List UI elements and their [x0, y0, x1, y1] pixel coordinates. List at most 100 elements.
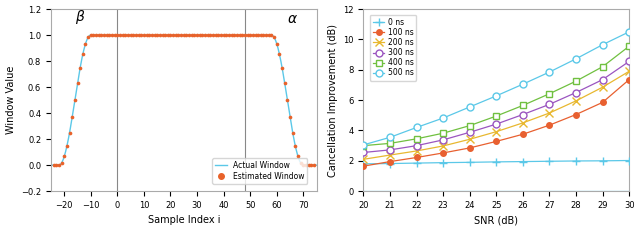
- Point: [309, 163, 319, 167]
- 300 ns: [519, 113, 527, 116]
- Point: [303, 163, 314, 167]
- 0 ns: [386, 162, 394, 165]
- Point: [189, 33, 200, 37]
- 500 ns: [439, 117, 447, 119]
- Point: [107, 33, 117, 37]
- Point: [139, 33, 149, 37]
- 500 ns: [492, 94, 500, 97]
- Point: [218, 33, 228, 37]
- Point: [208, 33, 218, 37]
- Point: [134, 33, 144, 37]
- Point: [59, 155, 69, 158]
- Point: [136, 33, 147, 37]
- Point: [282, 98, 292, 102]
- 0 ns: [360, 162, 367, 165]
- Point: [96, 33, 106, 37]
- 400 ns: [439, 132, 447, 135]
- 400 ns: [625, 45, 633, 48]
- Line: 300 ns: 300 ns: [360, 58, 632, 156]
- Point: [49, 163, 59, 167]
- 500 ns: [466, 106, 474, 108]
- Point: [271, 42, 282, 46]
- Y-axis label: Window Value: Window Value: [6, 66, 15, 134]
- Point: [171, 33, 181, 37]
- 200 ns: [360, 158, 367, 161]
- Point: [65, 131, 75, 134]
- 400 ns: [360, 144, 367, 147]
- Point: [266, 33, 276, 37]
- 200 ns: [492, 130, 500, 133]
- Point: [245, 33, 255, 37]
- Point: [203, 33, 213, 37]
- 0 ns: [625, 159, 633, 162]
- Point: [77, 52, 88, 56]
- Point: [290, 144, 300, 148]
- Point: [275, 52, 285, 56]
- Point: [229, 33, 239, 37]
- 500 ns: [572, 58, 580, 60]
- 0 ns: [519, 160, 527, 163]
- Point: [195, 33, 205, 37]
- Point: [187, 33, 197, 37]
- Point: [197, 33, 207, 37]
- Point: [104, 33, 115, 37]
- Point: [221, 33, 232, 37]
- 400 ns: [545, 92, 553, 95]
- 400 ns: [599, 65, 607, 68]
- 200 ns: [545, 112, 553, 114]
- Point: [115, 33, 125, 37]
- Point: [152, 33, 163, 37]
- 0 ns: [572, 160, 580, 162]
- 300 ns: [492, 123, 500, 125]
- Point: [256, 33, 266, 37]
- 100 ns: [545, 124, 553, 127]
- Point: [179, 33, 189, 37]
- 200 ns: [413, 149, 420, 152]
- 500 ns: [386, 136, 394, 139]
- Line: 0 ns: 0 ns: [359, 156, 634, 168]
- 500 ns: [519, 83, 527, 85]
- 400 ns: [386, 142, 394, 145]
- Point: [93, 33, 104, 37]
- Point: [287, 131, 298, 134]
- Point: [109, 33, 120, 37]
- Text: $\alpha$: $\alpha$: [287, 12, 298, 26]
- Point: [155, 33, 165, 37]
- 0 ns: [545, 160, 553, 163]
- Point: [168, 33, 179, 37]
- Point: [99, 33, 109, 37]
- 100 ns: [439, 152, 447, 154]
- Point: [125, 33, 136, 37]
- Line: 200 ns: 200 ns: [359, 67, 634, 164]
- 200 ns: [466, 138, 474, 141]
- Point: [213, 33, 223, 37]
- Point: [72, 82, 83, 85]
- 100 ns: [519, 133, 527, 136]
- Point: [118, 33, 128, 37]
- Point: [306, 163, 316, 167]
- Point: [293, 155, 303, 158]
- Point: [88, 33, 99, 37]
- 400 ns: [413, 137, 420, 140]
- Point: [232, 33, 242, 37]
- Point: [149, 33, 159, 37]
- 200 ns: [572, 100, 580, 102]
- 200 ns: [625, 70, 633, 73]
- Point: [240, 33, 250, 37]
- 300 ns: [599, 78, 607, 81]
- Point: [51, 163, 61, 167]
- 0 ns: [492, 161, 500, 163]
- 400 ns: [492, 115, 500, 117]
- X-axis label: Sample Index i: Sample Index i: [148, 216, 220, 225]
- Point: [211, 33, 221, 37]
- Point: [120, 33, 131, 37]
- Point: [259, 33, 269, 37]
- Y-axis label: Cancellation Improvement (dB): Cancellation Improvement (dB): [328, 24, 338, 177]
- 500 ns: [625, 30, 633, 33]
- Point: [253, 33, 263, 37]
- Line: 400 ns: 400 ns: [360, 43, 632, 149]
- 400 ns: [466, 124, 474, 127]
- Line: 500 ns: 500 ns: [360, 28, 632, 148]
- 400 ns: [572, 80, 580, 82]
- Point: [70, 98, 80, 102]
